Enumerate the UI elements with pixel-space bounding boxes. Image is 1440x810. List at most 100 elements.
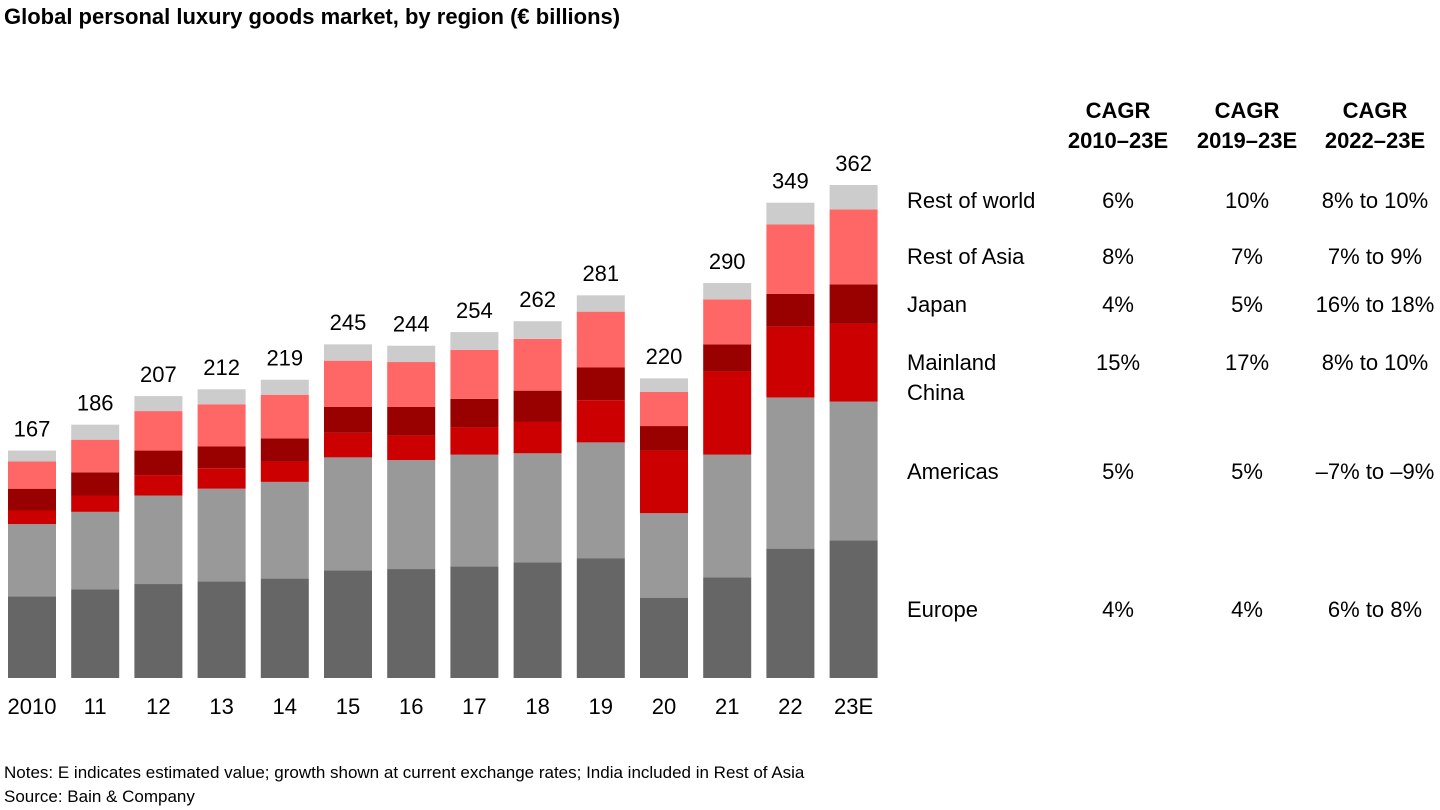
- x-tick-label: 11: [84, 694, 107, 719]
- bar-segment: [703, 344, 752, 372]
- x-tick-label: 19: [589, 694, 613, 719]
- cagr-value: 4%: [1102, 292, 1134, 317]
- x-tick-label: 13: [209, 694, 233, 719]
- bar-segment: [450, 349, 499, 399]
- bar-segment: [513, 321, 562, 339]
- bar-segment: [387, 460, 436, 570]
- bar-segment: [71, 472, 120, 496]
- note: Notes: E indicates estimated value; grow…: [4, 763, 805, 782]
- bar-segment: [513, 338, 562, 391]
- cagr-value: 6%: [1102, 188, 1134, 213]
- bar-segment: [324, 570, 372, 678]
- total-label: 212: [203, 355, 240, 380]
- bar-segment: [513, 390, 562, 422]
- bar-segment: [134, 475, 183, 496]
- bar-segment: [387, 569, 436, 678]
- cagr-value: 8% to 10%: [1321, 188, 1429, 213]
- bar-segment: [71, 495, 120, 512]
- bar-segment: [197, 468, 246, 489]
- cagr-value: 15%: [1095, 350, 1141, 375]
- bar-segment: [8, 510, 56, 525]
- row-label: Europe: [907, 597, 978, 622]
- x-tick-label: 20: [652, 694, 676, 719]
- x-tick-label: 12: [146, 694, 170, 719]
- x-tick-label: 16: [399, 694, 423, 719]
- bar-segment: [197, 581, 246, 678]
- bar-segment: [8, 596, 56, 678]
- bar-segment: [513, 421, 562, 454]
- bar-segment: [829, 209, 878, 285]
- bar-segment: [576, 367, 625, 401]
- cagr-value: 8% to 10%: [1321, 350, 1429, 375]
- total-label: 186: [77, 391, 114, 416]
- bar-segment: [71, 439, 120, 473]
- bar-segment: [260, 438, 309, 462]
- bar-segment: [829, 323, 878, 402]
- bar-segment: [766, 224, 815, 294]
- cagr-value: 7% to 9%: [1327, 244, 1423, 269]
- bar-segment: [450, 454, 499, 567]
- total-label: 167: [14, 416, 51, 441]
- bar-segment: [324, 432, 372, 458]
- bar-segment: [829, 284, 878, 324]
- bar-segment: [260, 578, 309, 678]
- cagr-value: 8%: [1102, 244, 1134, 269]
- bar-segment: [450, 427, 499, 455]
- bar-segment: [766, 326, 815, 398]
- bar-segment: [134, 495, 183, 585]
- bar-segment: [640, 378, 688, 393]
- bar-segment: [703, 299, 752, 345]
- bar-segment: [387, 406, 436, 436]
- bar-segment: [576, 442, 625, 559]
- cagr-value: 6% to 8%: [1327, 597, 1423, 622]
- total-label: 245: [330, 310, 367, 335]
- bar-segment: [324, 344, 372, 361]
- total-label: 262: [519, 287, 556, 312]
- cagr-value: 16% to 18%: [1315, 292, 1435, 317]
- x-tick-label: 23E: [834, 694, 873, 719]
- bar-segment: [260, 481, 309, 579]
- bar-segment: [8, 524, 56, 597]
- bar-segment: [134, 396, 183, 412]
- cagr-value: 5%: [1231, 292, 1263, 317]
- bar-segment: [71, 511, 120, 590]
- chart-title: Global personal luxury goods market, by …: [4, 4, 620, 29]
- cagr-value: 5%: [1102, 459, 1134, 484]
- source: Source: Bain & Company: [4, 787, 195, 806]
- bar-segment: [197, 488, 246, 582]
- x-tick-label: 2010: [8, 694, 57, 719]
- bar-segment: [766, 202, 815, 225]
- bar-segment: [640, 513, 688, 598]
- row-label: Americas: [907, 459, 999, 484]
- row-label: Mainland China: [907, 350, 997, 405]
- total-label: 290: [709, 249, 746, 274]
- bar-segment: [134, 450, 183, 476]
- total-label: 349: [772, 169, 809, 194]
- total-label: 220: [646, 344, 683, 369]
- x-tick-label: 17: [462, 694, 486, 719]
- bar-segment: [387, 362, 436, 407]
- cagr-value: 17%: [1224, 350, 1270, 375]
- bar-segment: [134, 411, 183, 451]
- bar-segment: [829, 540, 878, 678]
- total-label: 281: [582, 261, 619, 286]
- total-label: 219: [266, 346, 303, 371]
- bar-segment: [576, 400, 625, 443]
- total-label: 362: [835, 151, 872, 176]
- bar-segment: [8, 450, 56, 462]
- bar-segment: [197, 446, 246, 469]
- row-label: Rest of world: [907, 188, 1036, 213]
- column-header: CAGR 2022–23E: [1324, 98, 1426, 153]
- column-header: CAGR 2019–23E: [1196, 98, 1298, 153]
- bar-segment: [260, 379, 309, 395]
- bar-segment: [134, 584, 183, 678]
- total-label: 244: [393, 312, 430, 337]
- bar-segment: [71, 424, 120, 440]
- x-tick-label: 22: [778, 694, 802, 719]
- bar-segment: [829, 185, 878, 210]
- bar-segment: [324, 406, 372, 433]
- x-tick-label: 21: [715, 694, 739, 719]
- bar-segment: [197, 389, 246, 405]
- bar-segment: [703, 577, 752, 678]
